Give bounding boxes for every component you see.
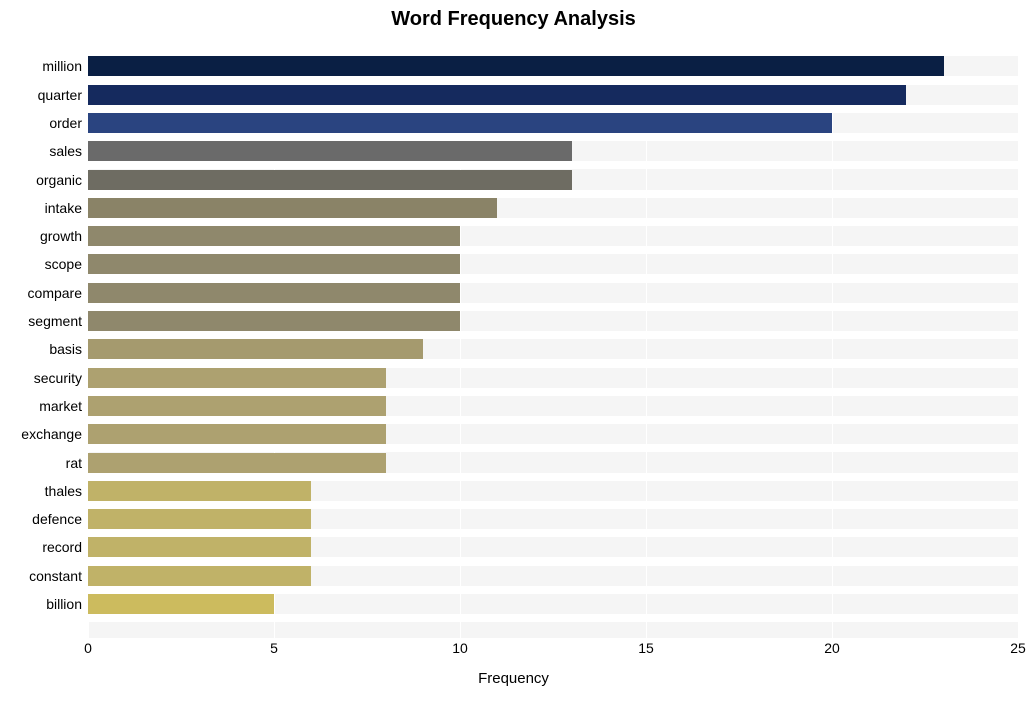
bar xyxy=(88,566,311,586)
y-tick-label: order xyxy=(2,113,82,133)
x-tick-label: 25 xyxy=(1010,640,1026,656)
row-gap xyxy=(88,557,1018,565)
y-tick-label: record xyxy=(2,537,82,557)
x-tick-label: 0 xyxy=(84,640,92,656)
y-tick-label: thales xyxy=(2,481,82,501)
row-gap xyxy=(88,501,1018,509)
bar xyxy=(88,481,311,501)
y-tick-label: million xyxy=(2,56,82,76)
bar xyxy=(88,56,944,76)
row-gap xyxy=(88,303,1018,311)
bar xyxy=(88,509,311,529)
row-gap xyxy=(88,190,1018,198)
bar xyxy=(88,198,497,218)
y-tick-label: growth xyxy=(2,226,82,246)
bar xyxy=(88,113,832,133)
bar xyxy=(88,283,460,303)
bar xyxy=(88,226,460,246)
row-gap xyxy=(88,416,1018,424)
bar xyxy=(88,368,386,388)
bar xyxy=(88,424,386,444)
x-axis-label: Frequency xyxy=(0,670,1027,687)
row-gap xyxy=(88,218,1018,226)
y-tick-label: market xyxy=(2,396,82,416)
bar xyxy=(88,537,311,557)
bar xyxy=(88,396,386,416)
row-gap xyxy=(88,331,1018,339)
row-gap xyxy=(88,274,1018,282)
bar xyxy=(88,254,460,274)
y-tick-label: security xyxy=(2,368,82,388)
bar xyxy=(88,311,460,331)
row-gap xyxy=(88,161,1018,169)
y-tick-label: billion xyxy=(2,594,82,614)
row-gap xyxy=(88,444,1018,452)
y-tick-label: sales xyxy=(2,141,82,161)
row-gap xyxy=(88,38,1018,56)
chart-title: Word Frequency Analysis xyxy=(0,8,1027,31)
row-gap xyxy=(88,105,1018,113)
bar xyxy=(88,85,906,105)
y-tick-label: rat xyxy=(2,453,82,473)
y-tick-label: quarter xyxy=(2,85,82,105)
y-tick-label: scope xyxy=(2,254,82,274)
row-gap xyxy=(88,359,1018,367)
row-gap xyxy=(88,133,1018,141)
x-tick-label: 5 xyxy=(270,640,278,656)
bar xyxy=(88,453,386,473)
row-gap xyxy=(88,76,1018,84)
bar xyxy=(88,170,572,190)
word-frequency-chart: Word Frequency Analysis Frequency millio… xyxy=(0,0,1027,701)
y-tick-label: exchange xyxy=(2,424,82,444)
y-tick-label: intake xyxy=(2,198,82,218)
y-tick-label: organic xyxy=(2,170,82,190)
row-gap xyxy=(88,586,1018,594)
row-gap xyxy=(88,614,1018,622)
row-gap xyxy=(88,529,1018,537)
grid-line xyxy=(1018,38,1019,638)
row-gap xyxy=(88,246,1018,254)
row-gap xyxy=(88,473,1018,481)
y-tick-label: basis xyxy=(2,339,82,359)
row-gap xyxy=(88,388,1018,396)
y-tick-label: segment xyxy=(2,311,82,331)
plot-area xyxy=(88,38,1018,638)
bar xyxy=(88,594,274,614)
x-tick-label: 15 xyxy=(638,640,654,656)
x-tick-label: 10 xyxy=(452,640,468,656)
x-tick-label: 20 xyxy=(824,640,840,656)
y-tick-label: constant xyxy=(2,566,82,586)
bar xyxy=(88,141,572,161)
bar xyxy=(88,339,423,359)
y-tick-label: defence xyxy=(2,509,82,529)
y-tick-label: compare xyxy=(2,283,82,303)
